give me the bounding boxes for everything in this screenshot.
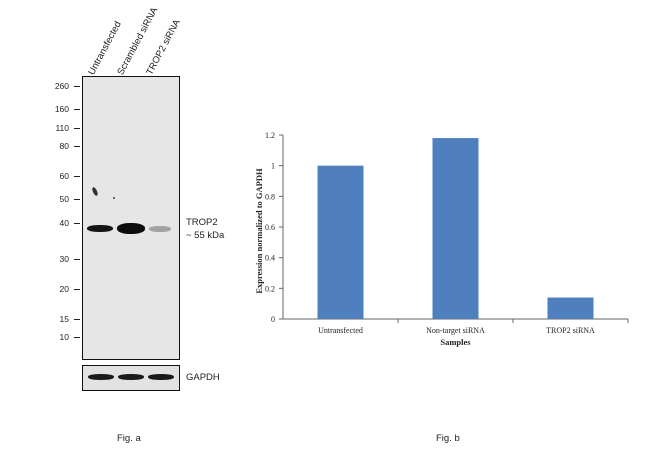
mw-tick [74, 259, 80, 260]
mw-tick [74, 128, 80, 129]
bar-trop2-sirna [547, 297, 594, 319]
mw-tick [74, 223, 80, 224]
bar-non-target-sirna [432, 138, 479, 319]
y-tick-label: 0.6 [265, 223, 275, 232]
blot-artifact-dot [113, 197, 115, 199]
x-tick-label: Non-target siRNA [426, 326, 485, 335]
y-tick-label: 0.8 [265, 192, 275, 201]
x-tick-label: Untransfected [318, 326, 363, 335]
mw-marker-30: 30 [59, 254, 69, 264]
mw-tick [74, 86, 80, 87]
figure-a-caption: Fig. a [117, 433, 141, 444]
mw-marker-110: 110 [55, 123, 69, 133]
y-tick-label: 1.2 [265, 131, 275, 140]
loading-control-label: GAPDH [186, 372, 220, 383]
mw-tick [74, 146, 80, 147]
band-trop2-scrambled [117, 223, 145, 234]
figure-b-caption: Fig. b [436, 433, 460, 444]
y-tick-label: 0 [271, 315, 275, 324]
band-trop2-knockdown [149, 226, 171, 232]
mw-tick [74, 176, 80, 177]
y-axis-title: Expression normalized to GAPDH [254, 168, 264, 294]
mw-marker-15: 15 [59, 314, 69, 324]
mw-marker-50: 50 [59, 194, 69, 204]
mw-tick [74, 337, 80, 338]
blot-main-membrane [82, 76, 180, 360]
band-trop2-untransfected [87, 225, 113, 232]
blot-gapdh-membrane [82, 365, 180, 391]
band-gapdh-scrambled [118, 374, 144, 380]
mw-marker-260: 260 [54, 81, 69, 91]
mw-tick [74, 319, 80, 320]
x-axis-title: Samples [440, 337, 471, 347]
y-tick-label: 0.4 [265, 254, 275, 263]
mw-tick [74, 199, 80, 200]
band-gapdh-knockdown [148, 374, 174, 380]
mw-marker-160: 160 [54, 104, 69, 114]
band-gapdh-untransfected [88, 374, 114, 380]
bar-untransfected [317, 165, 364, 319]
y-tick-label: 1 [271, 162, 275, 171]
mw-tick [74, 289, 80, 290]
mw-marker-10: 10 [59, 332, 69, 342]
x-tick-label: TROP2 siRNA [546, 326, 595, 335]
mw-marker-40: 40 [59, 218, 69, 228]
mw-marker-20: 20 [59, 284, 69, 294]
y-tick-label: 0.2 [265, 284, 275, 293]
mw-tick [74, 109, 80, 110]
mw-marker-60: 60 [59, 171, 69, 181]
target-size-label: ~ 55 kDa [186, 230, 225, 241]
mw-marker-80: 80 [59, 141, 69, 151]
target-protein-label: TROP2 [186, 217, 218, 228]
